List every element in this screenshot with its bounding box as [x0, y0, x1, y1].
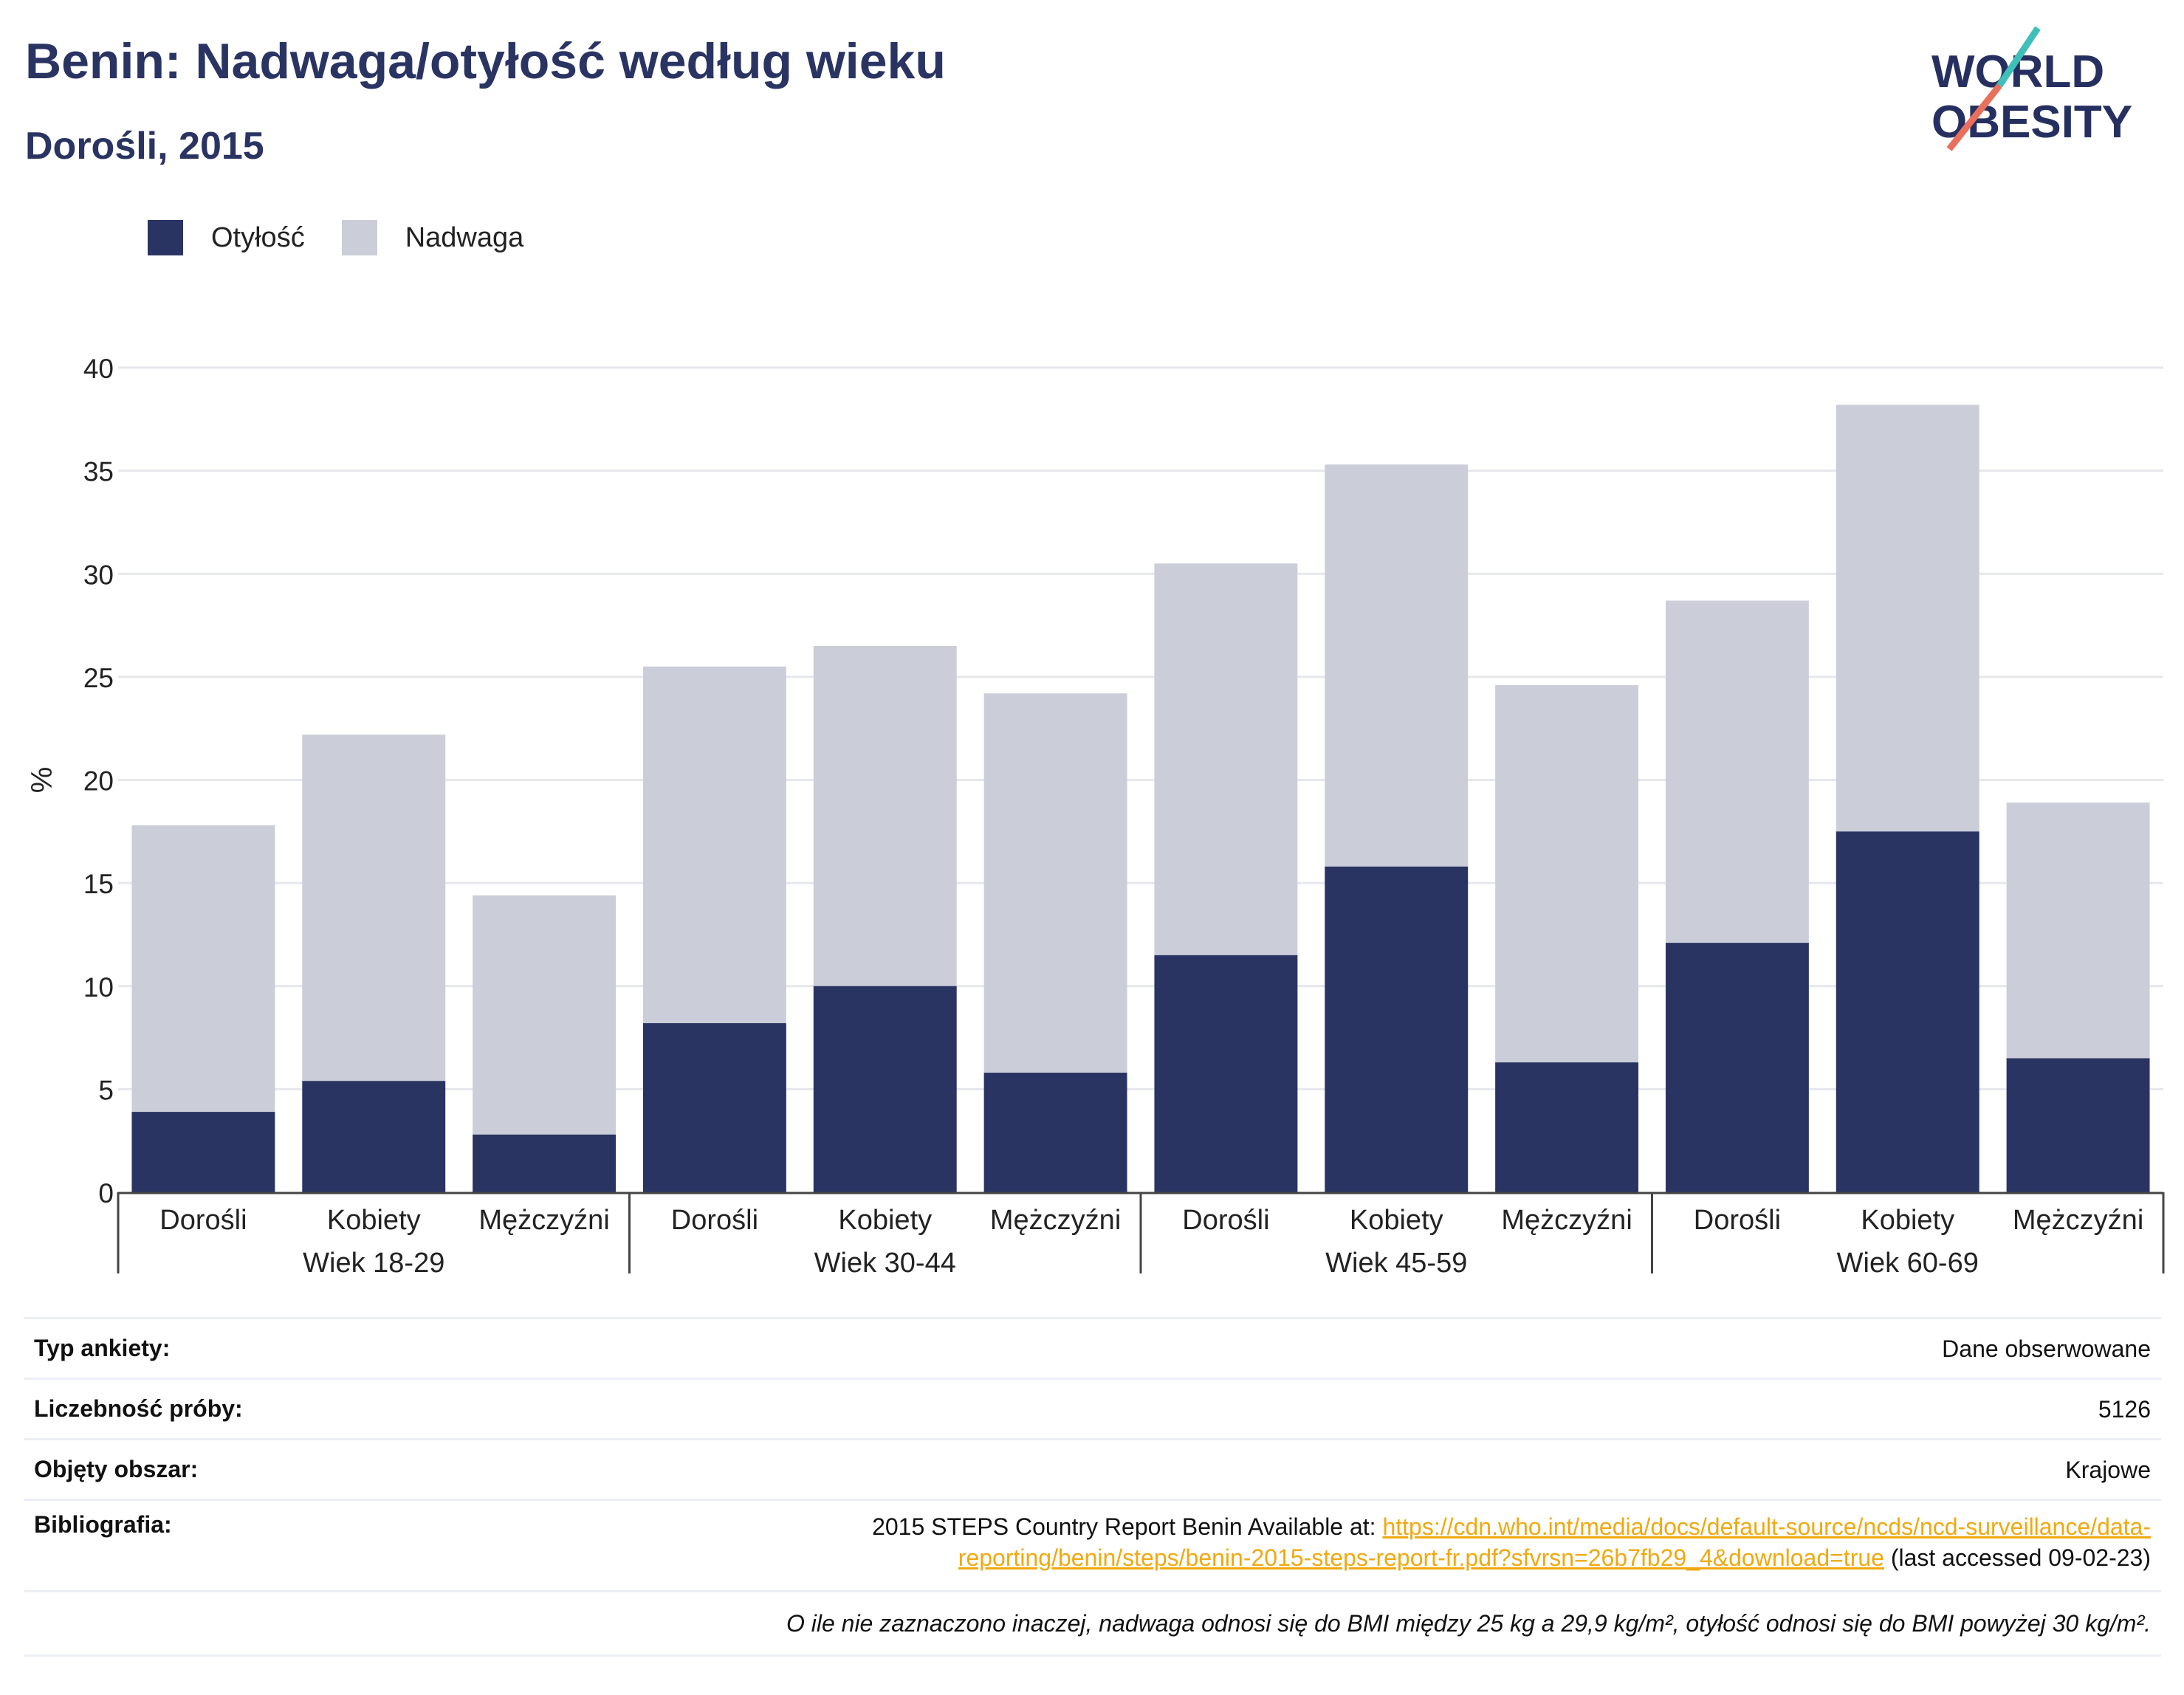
- x-tick-label: Dorośli: [1182, 1205, 1269, 1236]
- y-tick-label: 10: [83, 972, 114, 1003]
- bibliography-value: 2015 STEPS Country Report Benin Availabl…: [872, 1511, 2161, 1573]
- y-tick-label: 25: [83, 663, 114, 693]
- page-title: Benin: Nadwaga/otyłość według wieku: [25, 33, 946, 89]
- bar-obesity: [302, 1081, 446, 1192]
- logo-line2: OBESITY: [1931, 97, 2132, 148]
- group-label: Wiek 45-59: [1325, 1248, 1467, 1279]
- bar-obesity: [1495, 1062, 1639, 1192]
- group-label: Wiek 18-29: [303, 1248, 444, 1279]
- x-tick-label: Dorośli: [671, 1205, 758, 1236]
- group-label: Wiek 60-69: [1837, 1248, 1979, 1279]
- bar-overweight: [813, 645, 957, 986]
- world-obesity-logo: WORLD OBESITY: [1931, 27, 2132, 151]
- info-table: Typ ankiety: Dane obserwowane Liczebność…: [24, 1317, 2161, 1657]
- bibliography-suffix: (last accessed 09-02-23): [1883, 1544, 2151, 1571]
- bar-overweight: [131, 825, 275, 1113]
- info-key: Bibliografia:: [34, 1511, 172, 1538]
- info-row-area: Objęty obszar: Krajowe: [24, 1438, 2161, 1499]
- x-tick-label: Kobiety: [1350, 1205, 1443, 1236]
- y-axis-label: %: [26, 767, 58, 794]
- y-tick-label: 30: [83, 560, 114, 590]
- legend-item-obesity: Otyłość: [148, 220, 305, 255]
- bibliography-link-part2[interactable]: reporting/benin/steps/benin-2015-steps-r…: [958, 1544, 1884, 1571]
- y-tick-label: 5: [98, 1075, 114, 1105]
- x-tick-label: Kobiety: [838, 1205, 932, 1236]
- footnote: O ile nie zaznaczono inaczej, nadwaga od…: [786, 1609, 2151, 1637]
- info-key: Objęty obszar:: [34, 1456, 199, 1482]
- y-tick-label: 35: [83, 457, 114, 487]
- y-tick-label: 20: [83, 766, 114, 797]
- info-row-sample-size: Liczebność próby: 5126: [24, 1378, 2161, 1438]
- info-row-footnote: O ile nie zaznaczono inaczej, nadwaga od…: [24, 1590, 2161, 1657]
- bar-overweight: [2006, 802, 2150, 1059]
- page-subtitle: Dorośli, 2015: [25, 125, 264, 168]
- bar-obesity: [1665, 943, 1809, 1192]
- bibliography-prefix: 2015 STEPS Country Report Benin Availabl…: [872, 1513, 1383, 1540]
- x-tick-label: Mężczyźni: [2013, 1205, 2143, 1236]
- x-tick-label: Mężczyźni: [1501, 1205, 1632, 1236]
- bar-overweight: [1665, 600, 1809, 943]
- bar-obesity: [1325, 866, 1469, 1192]
- x-tick-label: Dorośli: [159, 1205, 247, 1236]
- bar-obesity: [2006, 1058, 2150, 1192]
- x-tick-label: Mężczyźni: [478, 1205, 609, 1236]
- y-tick-label: 15: [83, 869, 114, 899]
- legend-swatch-overweight: [341, 220, 377, 255]
- bibliography-link-part1[interactable]: https://cdn.who.int/media/docs/default-s…: [1382, 1513, 2151, 1540]
- info-row-survey-type: Typ ankiety: Dane obserwowane: [24, 1317, 2161, 1378]
- info-value: 5126: [2098, 1395, 2151, 1423]
- bar-obesity: [813, 986, 957, 1192]
- bar-overweight: [983, 693, 1127, 1073]
- x-tick-label: Dorośli: [1694, 1205, 1781, 1236]
- legend-item-overweight: Nadwaga: [341, 220, 524, 255]
- bar-obesity: [131, 1112, 275, 1192]
- group-label: Wiek 30-44: [814, 1248, 956, 1279]
- bar-overweight: [642, 666, 786, 1024]
- bar-obesity: [473, 1134, 617, 1192]
- bar-overweight: [302, 735, 446, 1082]
- bar-overweight: [1836, 405, 1979, 832]
- info-value: Dane obserwowane: [1942, 1335, 2151, 1362]
- info-key: Liczebność próby:: [34, 1395, 243, 1422]
- legend-label-overweight: Nadwaga: [405, 221, 524, 253]
- y-tick-label: 40: [83, 354, 114, 384]
- bar-obesity: [642, 1023, 786, 1192]
- info-value: Krajowe: [2065, 1456, 2151, 1483]
- bar-obesity: [1836, 831, 1979, 1192]
- bar-overweight: [473, 895, 617, 1135]
- bar-overweight: [1495, 685, 1639, 1063]
- x-tick-label: Kobiety: [327, 1205, 421, 1236]
- info-key: Typ ankiety:: [34, 1335, 171, 1361]
- bar-obesity: [1154, 955, 1298, 1192]
- x-tick-label: Kobiety: [1861, 1205, 1954, 1236]
- legend-label-obesity: Otyłość: [211, 221, 305, 253]
- bar-obesity: [983, 1073, 1127, 1192]
- chart-legend: Otyłość Nadwaga: [148, 219, 560, 257]
- x-tick-label: Mężczyźni: [990, 1205, 1121, 1236]
- y-tick-label: 0: [98, 1178, 114, 1208]
- bar-overweight: [1154, 563, 1298, 955]
- bar-overweight: [1325, 464, 1469, 867]
- info-row-bibliography: Bibliografia: 2015 STEPS Country Report …: [24, 1499, 2161, 1590]
- bar-chart: 0 5 10 15 20 25 30 35 40% Dorośli Kobiety Mężczyźni…: [26, 354, 2165, 1279]
- legend-swatch-obesity: [148, 220, 183, 255]
